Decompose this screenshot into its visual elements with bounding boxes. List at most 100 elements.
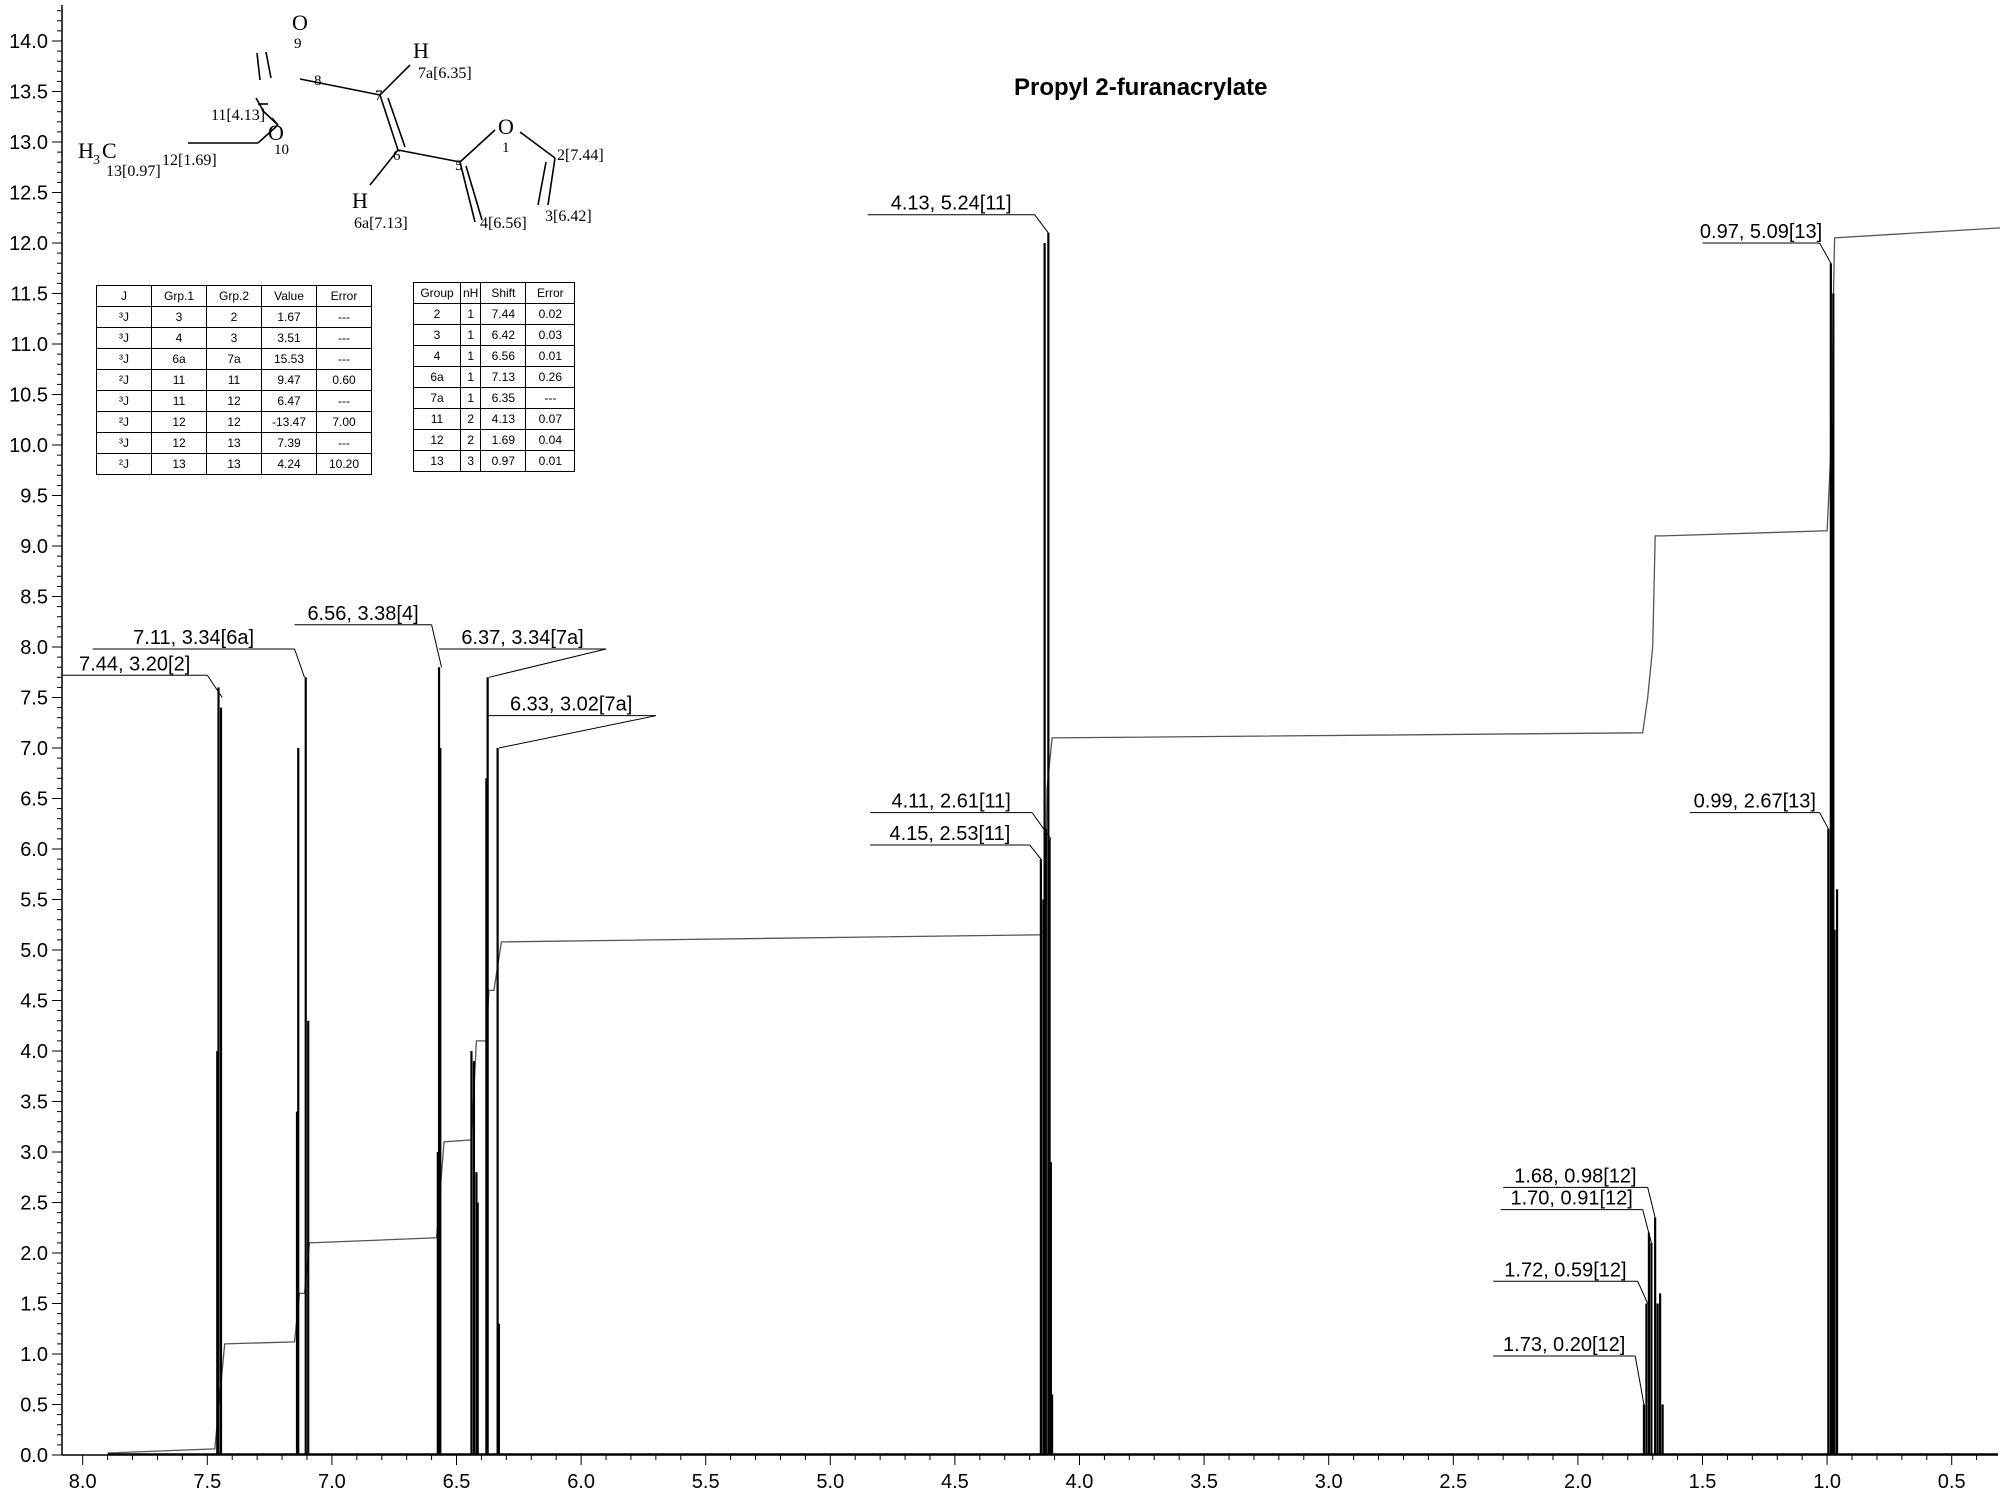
- group-table: Group nH Shift Error 2 1 7.44 0.02 3 1 6.42 0.03 4 1…: [413, 282, 576, 472]
- y-tick-label: 1.5: [20, 1294, 48, 1316]
- table-cell: 1: [459, 366, 482, 388]
- table-cell: 0.01: [525, 450, 576, 472]
- table-header-cell: Grp.2: [206, 285, 262, 307]
- peak-label: 4.15, 2.53[11]: [889, 823, 1010, 845]
- peak-label-leader: [1819, 242, 1832, 264]
- table-cell: ²J: [96, 411, 152, 433]
- x-tick-label: 0.5: [1938, 1471, 1966, 1493]
- table-header-cell: Shift: [480, 282, 527, 304]
- peak-label-leader: [1634, 1355, 1645, 1405]
- table-header-cell: Error: [316, 285, 372, 307]
- table-cell: 1: [459, 324, 482, 346]
- atom-label-n8: 8: [314, 73, 322, 89]
- y-tick-label: 12.5: [9, 183, 48, 205]
- y-tick-label: 10.0: [9, 435, 48, 457]
- bond: [537, 161, 547, 206]
- table-cell: 11: [151, 369, 207, 391]
- peak-label-leader: [1642, 1209, 1652, 1244]
- y-tick-label: 6.0: [20, 839, 48, 861]
- table-cell: ²J: [96, 369, 152, 391]
- bond: [369, 149, 399, 186]
- y-tick-label: 5.5: [20, 890, 48, 912]
- atom-label-h3c: H: [78, 138, 94, 163]
- bond: [379, 64, 411, 96]
- y-tick-label: 7.5: [20, 688, 48, 710]
- table-cell: 1: [459, 387, 482, 409]
- bond: [271, 117, 279, 126]
- atom-label-o1: O: [498, 114, 514, 139]
- y-tick-label: 3.0: [20, 1142, 48, 1164]
- atom-label-l13: 13[0.97]: [106, 163, 161, 180]
- table-cell: 12: [151, 411, 207, 433]
- table-cell: 4.13: [480, 408, 527, 430]
- bond: [459, 129, 496, 163]
- peak-label: 4.13, 5.24[11]: [891, 193, 1012, 215]
- table-cell: ³J: [96, 348, 152, 370]
- table-cell: 6.35: [480, 387, 527, 409]
- table-row: 6a 1 7.13 0.26: [413, 366, 576, 388]
- group-table-header: Group nH Shift Error: [413, 282, 576, 304]
- table-cell: 1.69: [480, 429, 527, 451]
- table-cell: 0.07: [525, 408, 576, 430]
- x-tick-label: 6.0: [567, 1471, 595, 1493]
- table-cell: 1: [459, 345, 482, 367]
- table-cell: 0.03: [525, 324, 576, 346]
- x-tick-label: 7.5: [193, 1471, 221, 1493]
- table-row: ³J 3 2 1.67 ---: [96, 306, 372, 328]
- table-row: 7a 1 6.35 ---: [413, 387, 576, 409]
- atom-label-n5: 5: [455, 158, 463, 174]
- atom-label-n7: 7: [375, 88, 383, 104]
- table-cell: 2: [459, 408, 482, 430]
- table-row: ²J 12 12 -13.47 7.00: [96, 411, 372, 433]
- table-cell: 12: [206, 411, 262, 433]
- table-cell: 7a: [206, 348, 262, 370]
- table-row: ²J 13 13 4.24 10.20: [96, 453, 372, 475]
- peak-label-leader: [1031, 812, 1052, 840]
- y-tick-label: 9.5: [20, 486, 48, 508]
- x-tick-label: 7.0: [318, 1471, 346, 1493]
- y-tick-label: 2.0: [20, 1243, 48, 1265]
- axes: 0.0 0.5 1.0 1.5 2.0 2.5 3.0 3.5 4.0 4.5 5.0 5.5 6.0 6…: [9, 5, 1998, 1493]
- table-cell: 6.42: [480, 324, 527, 346]
- y-tick-label: 4.0: [20, 1041, 48, 1063]
- integral-line: [107, 227, 2000, 1454]
- table-cell: 3: [413, 324, 461, 346]
- bond: [397, 149, 461, 163]
- bond: [519, 131, 556, 159]
- x-tick-label: 2.5: [1439, 1471, 1467, 1493]
- table-cell: 2: [459, 429, 482, 451]
- peak-label-leader: [1034, 214, 1049, 234]
- table-row: 2 1 7.44 0.02: [413, 303, 576, 325]
- integral-curve: [107, 227, 2000, 1454]
- peak-label: 6.56, 3.38[4]: [307, 603, 418, 625]
- table-cell: 13: [206, 453, 262, 475]
- table-row: 3 1 6.42 0.03: [413, 324, 576, 346]
- table-row: 13 3 0.97 0.01: [413, 450, 576, 472]
- atom-label-n10: 10: [274, 142, 289, 158]
- y-tick-label: 12.0: [9, 233, 48, 255]
- bond: [255, 97, 265, 113]
- x-tick-label: 1.0: [1813, 1471, 1841, 1493]
- peak-label-leader: [431, 624, 443, 668]
- table-cell: 3: [459, 450, 482, 472]
- bond: [265, 51, 272, 79]
- atom-label-l3: 3[6.42]: [545, 208, 592, 225]
- atom-label-l11: 11[4.13]: [211, 107, 265, 124]
- table-header-cell: J: [96, 285, 152, 307]
- table-cell: 0.01: [525, 345, 576, 367]
- atom-label-h3c_sub: 3: [93, 153, 100, 168]
- bond: [379, 94, 399, 151]
- peak-label: 7.44, 3.20[2]: [79, 653, 190, 675]
- table-cell: 7.39: [261, 432, 317, 454]
- x-tick-label: 4.0: [1066, 1471, 1094, 1493]
- atom-label-l4: 4[6.56]: [480, 215, 527, 232]
- peak-label: 7.11, 3.34[6a]: [133, 627, 254, 649]
- peak-label: 0.99, 2.67[13]: [1694, 791, 1816, 813]
- table-cell: 2: [413, 303, 461, 325]
- table-cell: 4: [413, 345, 461, 367]
- table-cell: 0.26: [525, 366, 576, 388]
- table-row: 12 2 1.69 0.04: [413, 429, 576, 451]
- table-cell: 4: [151, 327, 207, 349]
- table-cell: 4.24: [261, 453, 317, 475]
- table-cell: 7.00: [316, 411, 372, 433]
